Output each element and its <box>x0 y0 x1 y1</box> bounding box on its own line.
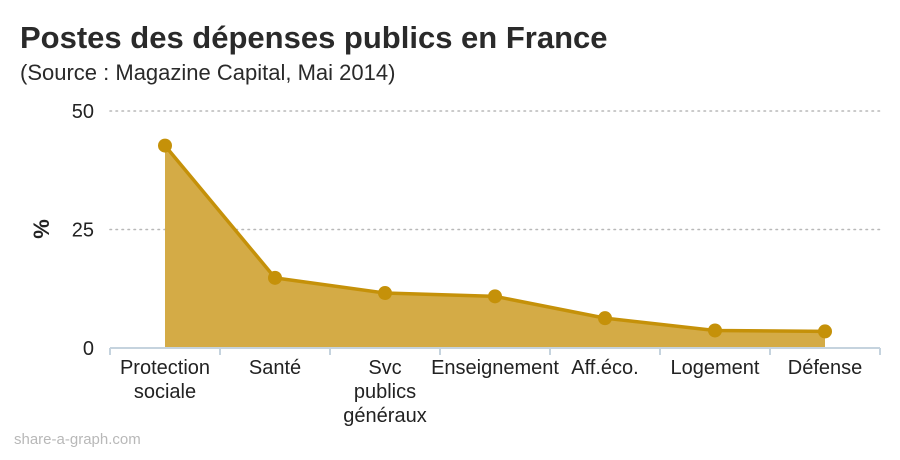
x-category-label: Enseignement <box>431 357 559 379</box>
x-category-label: Protection sociale <box>120 357 210 403</box>
y-tick-label: 25 <box>72 220 94 242</box>
category-labels: Protection sociale Santé Svc publics généraux… <box>120 357 862 427</box>
area-fill <box>165 145 825 348</box>
footer-credit: share-a-graph.com <box>14 431 141 448</box>
area-layer <box>158 138 832 348</box>
x-axis <box>109 347 881 355</box>
y-axis-title: % <box>29 219 54 239</box>
x-category-label: Svc publics généraux <box>343 357 426 427</box>
y-tick-label: 50 <box>72 101 94 123</box>
data-point[interactable] <box>708 323 722 338</box>
data-point[interactable] <box>158 138 172 153</box>
data-point[interactable] <box>268 270 282 285</box>
data-point[interactable] <box>378 286 392 301</box>
chart-subtitle: (Source : Magazine Capital, Mai 2014) <box>20 60 396 85</box>
x-category-label: Défense <box>788 357 863 379</box>
y-axis-ticks: 0 25 50 <box>72 101 94 360</box>
data-point[interactable] <box>488 289 502 304</box>
grid-lines <box>109 110 881 231</box>
x-category-label: Santé <box>249 357 301 379</box>
x-category-label: Logement <box>671 357 760 379</box>
x-category-label: Aff.éco. <box>571 357 638 379</box>
data-point[interactable] <box>598 311 612 326</box>
chart-title: Postes des dépenses publics en France <box>20 20 608 55</box>
data-point[interactable] <box>818 324 832 339</box>
y-tick-label: 0 <box>83 338 94 360</box>
